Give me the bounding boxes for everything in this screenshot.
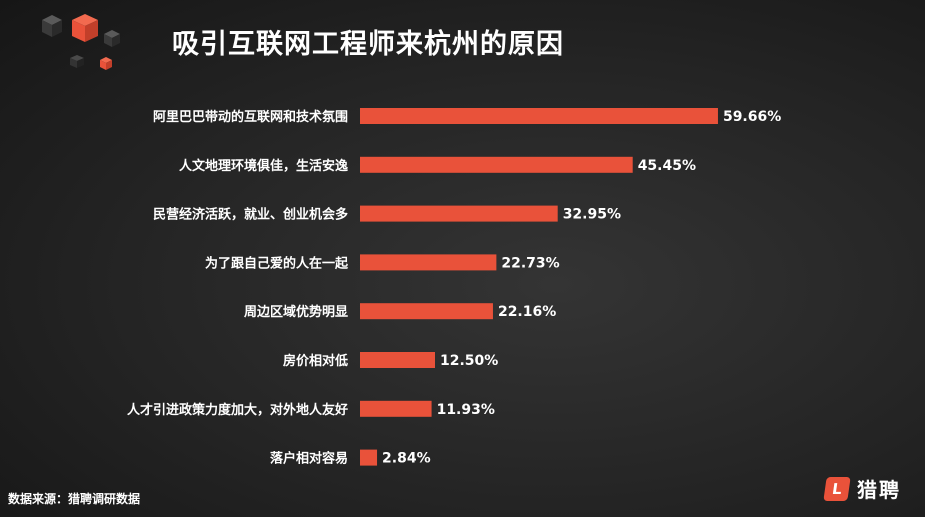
value-label: 22.73% — [501, 255, 559, 271]
bar — [360, 400, 432, 417]
value-label: 32.95% — [563, 207, 621, 223]
bar — [360, 156, 633, 173]
cube-small-dark-icon — [70, 55, 84, 68]
brand-name: 猎聘 — [857, 478, 901, 502]
brand-logo: L 猎聘 — [823, 474, 901, 503]
logo-cubes-decoration — [42, 14, 120, 70]
category-label: 人才引进政策力度加大，对外地人友好 — [127, 402, 348, 418]
bar — [360, 449, 378, 466]
value-label: 11.93% — [437, 402, 495, 418]
category-label: 阿里巴巴带动的互联网和技术氛围 — [153, 109, 348, 125]
category-label: 人文地理环境俱佳，生活安逸 — [179, 158, 348, 174]
brand-l-icon: L — [823, 476, 851, 501]
category-label: 周边区域优势明显 — [244, 304, 348, 320]
value-label: 2.84% — [382, 451, 431, 467]
cube-gray-icon — [104, 30, 120, 47]
bar — [360, 303, 493, 320]
cube-orange-large-icon — [72, 14, 98, 42]
cube-small-orange-icon — [100, 57, 112, 70]
page-title: 吸引互联网工程师来杭州的原因 — [172, 29, 564, 60]
value-label: 59.66% — [723, 109, 781, 125]
category-label: 民营经济活跃，就业、创业机会多 — [153, 207, 348, 223]
cube-dark-icon — [42, 15, 62, 37]
category-label: 房价相对低 — [283, 353, 348, 369]
bar — [360, 254, 497, 271]
value-label: 12.50% — [440, 353, 498, 369]
bar — [360, 352, 435, 368]
category-label: 落户相对容易 — [270, 451, 348, 467]
data-source-note: 数据来源：猎聘调研数据 — [8, 492, 141, 506]
bar — [360, 205, 558, 222]
value-label: 45.45% — [638, 158, 696, 174]
bar — [360, 108, 718, 124]
category-label: 为了跟自己爱的人在一起 — [205, 255, 349, 271]
value-label: 22.16% — [498, 304, 556, 320]
